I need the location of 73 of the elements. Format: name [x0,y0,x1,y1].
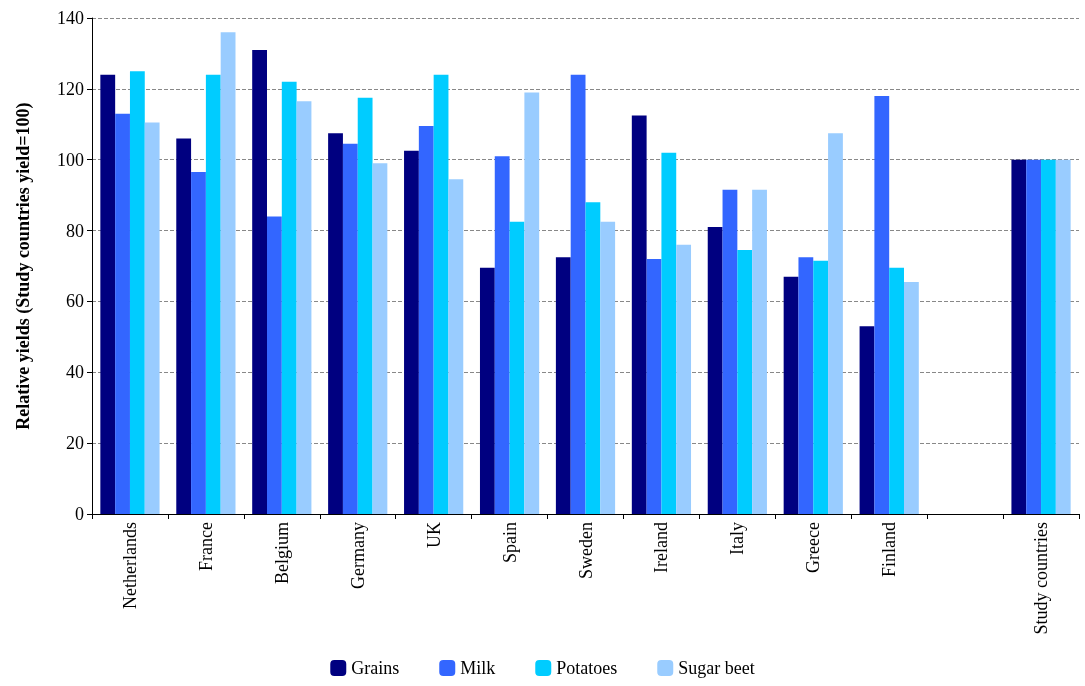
bar [570,74,586,514]
bar [372,163,388,514]
bar [1041,159,1056,514]
bar [874,95,890,514]
bar [433,74,449,514]
y-tick-label: 100 [57,149,84,170]
bar [115,113,130,514]
bar [296,101,312,514]
bar [813,260,829,514]
x-tick-label: Greece [803,521,824,573]
bar [404,150,419,514]
bar [342,143,358,514]
bar [646,258,662,514]
bar [494,156,510,514]
bar [509,221,525,514]
bar [1026,159,1042,514]
y-tick-label: 140 [57,8,84,28]
bar [783,276,799,514]
bar [707,227,723,514]
bar [1055,159,1071,514]
bar [357,97,373,514]
bar [555,257,571,514]
bar [176,138,192,514]
x-tick-label: France [195,522,216,571]
bar [129,71,145,514]
y-tick-label: 20 [66,433,84,454]
y-tick-label: 40 [66,362,84,383]
y-tick-label: 0 [75,504,84,524]
bar [737,250,753,514]
x-tick-label: Sweden [575,522,596,579]
legend-label: Sugar beet [678,658,755,678]
bar [661,152,677,514]
bar [1011,159,1027,514]
bar [252,49,267,514]
bar [144,122,160,514]
y-axis-title: Relative yields (Study countries yield=100) [13,102,34,430]
bar [585,202,601,514]
x-tick-label: Italy [727,522,748,555]
bar [448,179,464,514]
y-tick-label: 120 [57,78,84,99]
bar [904,281,919,514]
bar [859,326,875,514]
y-tick-label: 60 [66,291,84,312]
x-tick-label: Belgium [271,522,292,584]
x-tick-label: UK [423,522,444,548]
bar [267,216,282,514]
x-tick-label: Ireland [651,522,672,573]
bar [722,189,738,514]
legend-label: Potatoes [556,658,618,678]
x-tick-label: Germany [347,522,368,589]
bar [281,81,297,514]
bar [479,267,495,514]
bar [220,32,236,514]
bar [631,115,647,514]
bar [889,267,904,514]
legend-label: Milk [460,658,496,678]
bar [752,189,767,514]
bar [600,221,616,514]
bar [205,74,221,514]
bar [418,126,434,514]
x-tick-label: Study countries [1031,522,1052,635]
x-tick-label: Spain [499,522,520,564]
bar [100,74,116,514]
x-tick-label: Finland [879,522,900,578]
bar [798,257,814,514]
x-tick-label: Netherlands [119,522,140,609]
bar [328,133,343,514]
y-tick-label: 80 [66,220,84,241]
bar [828,133,843,514]
bar [524,92,540,514]
legend-label: Grains [351,658,400,678]
bar [191,172,206,514]
bar [676,244,692,514]
